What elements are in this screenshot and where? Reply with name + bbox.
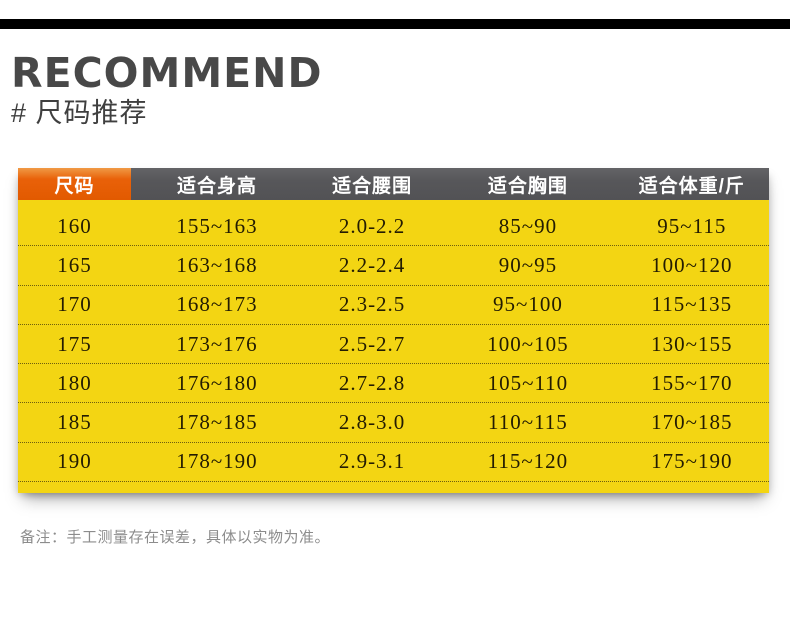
table-cell-weight: 100~120 <box>651 252 733 277</box>
table-cell-size: 160 <box>57 213 92 238</box>
table-row: 170 168~173 2.3-2.5 95~100 115~135 <box>18 286 769 325</box>
table-cell-chest: 110~115 <box>487 410 568 435</box>
page-title: RECOMMEND <box>11 49 323 97</box>
table-cell-height: 176~180 <box>176 370 258 395</box>
table-cell-waist: 2.3-2.5 <box>338 292 406 317</box>
table-cell-waist: 2.2-2.4 <box>338 252 406 277</box>
table-row: 165 163~168 2.2-2.4 90~95 100~120 <box>18 246 769 286</box>
table-header-cell: 适合腰围 <box>332 175 413 197</box>
table-header-cell: 适合身高 <box>176 175 257 197</box>
table-cell-size: 170 <box>57 292 92 317</box>
table-cell-waist: 2.8-3.0 <box>338 410 406 435</box>
table-cell-chest: 100~105 <box>487 331 569 356</box>
top-divider-bar <box>0 19 790 29</box>
table-cell-chest: 85~90 <box>498 213 558 238</box>
table-row: 190 178~190 2.9-3.1 115~120 175~190 <box>18 443 769 483</box>
table-cell-waist: 2.7-2.8 <box>338 370 406 395</box>
table-cell-chest: 95~100 <box>492 292 563 317</box>
table-cell-size: 165 <box>57 252 92 277</box>
table-cell-height: 178~190 <box>176 449 258 474</box>
table-cell-waist: 2.9-3.1 <box>338 449 406 474</box>
table-row: 175 173~176 2.5-2.7 100~105 130~155 <box>18 325 769 365</box>
table-header-row: 尺码 适合身高 适合腰围 适合胸围 适合体重/斤 <box>18 168 769 200</box>
page-subtitle: # 尺码推荐 <box>11 98 148 128</box>
table-cell-size: 180 <box>57 370 92 395</box>
table-cell-size: 175 <box>57 331 92 356</box>
table-cell-chest: 115~120 <box>487 449 569 474</box>
table-cell-chest: 105~110 <box>487 370 569 395</box>
table-cell-weight: 175~190 <box>651 449 733 474</box>
table-cell-weight: 115~135 <box>651 292 733 317</box>
table-header-cell: 适合体重/斤 <box>638 175 745 197</box>
table-cell-weight: 130~155 <box>651 331 733 356</box>
table-body: 160 155~163 2.0-2.2 85~90 95~115 165 163… <box>18 200 769 494</box>
table-row: 180 176~180 2.7-2.8 105~110 155~170 <box>18 364 769 404</box>
table-header-cell: 适合胸围 <box>487 175 568 197</box>
table-cell-height: 155~163 <box>176 213 258 238</box>
table-cell-height: 168~173 <box>176 292 258 317</box>
measurement-note: 备注：手工测量存在误差，具体以实物为准。 <box>20 529 331 546</box>
table-cell-waist: 2.0-2.2 <box>338 213 406 238</box>
table-cell-weight: 170~185 <box>651 410 733 435</box>
size-recommendation-table: 尺码 适合身高 适合腰围 适合胸围 适合体重/斤 160 155~163 2.0… <box>18 168 769 494</box>
table-header-cell: 尺码 <box>18 168 132 200</box>
table-cell-height: 178~185 <box>176 410 258 435</box>
table-cell-size: 185 <box>57 410 92 435</box>
table-cell-chest: 90~95 <box>498 252 558 277</box>
table-cell-waist: 2.5-2.7 <box>338 331 406 356</box>
table-cell-weight: 155~170 <box>651 370 733 395</box>
table-row: 160 155~163 2.0-2.2 85~90 95~115 <box>18 207 769 247</box>
table-cell-size: 190 <box>57 449 92 474</box>
table-row: 185 178~185 2.8-3.0 110~115 170~185 <box>18 403 769 443</box>
table-cell-height: 173~176 <box>176 331 258 356</box>
table-cell-height: 163~168 <box>176 252 258 277</box>
table-cell-weight: 95~115 <box>657 213 727 238</box>
